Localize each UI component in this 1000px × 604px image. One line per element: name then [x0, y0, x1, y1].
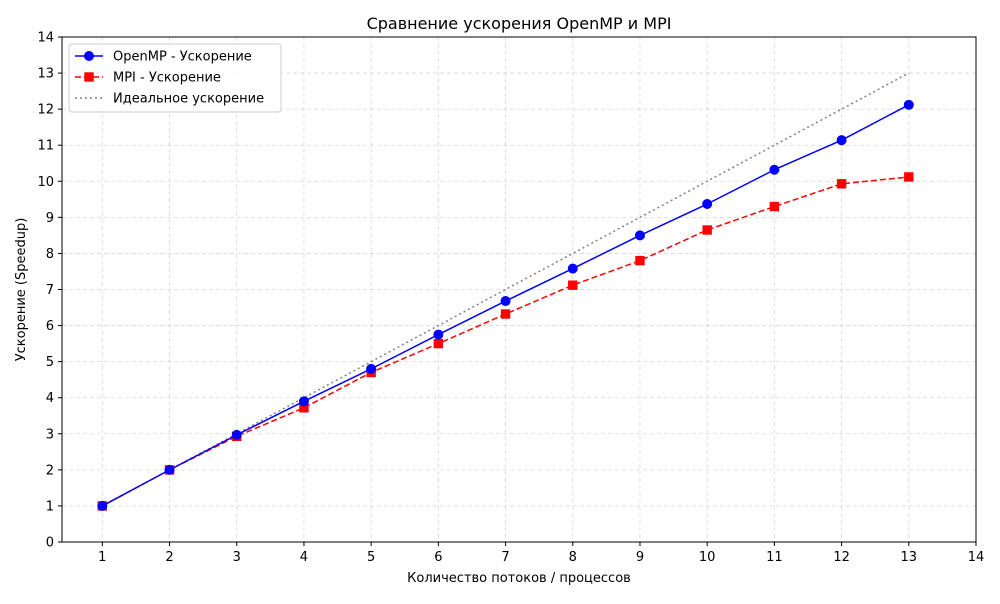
legend-marker-1 — [84, 51, 94, 61]
legend-item-1: OpenMP - Ускорение — [75, 50, 252, 65]
series-layer — [97, 72, 914, 511]
y-tick-label: 0 — [46, 536, 54, 551]
y-tick-label: 12 — [37, 103, 54, 118]
x-tick-label: 13 — [901, 550, 918, 565]
y-tick-label: 1 — [46, 499, 54, 514]
series-1-point — [500, 296, 511, 307]
x-tick-label: 8 — [569, 550, 577, 565]
x-tick-label: 10 — [699, 550, 716, 565]
series-1-point — [836, 135, 847, 146]
x-tick-label: 5 — [367, 550, 375, 565]
series-1-point — [769, 164, 780, 175]
x-tick-label: 9 — [636, 550, 644, 565]
y-tick-label: 14 — [37, 31, 54, 46]
y-tick-label: 9 — [46, 211, 54, 226]
series-2-point — [702, 225, 712, 235]
series-2-point — [635, 255, 645, 266]
x-tick-label: 11 — [766, 550, 783, 565]
legend-label-3: Идеальное ускорение — [113, 92, 264, 107]
chart-title: Сравнение ускорения OpenMP и MPI — [367, 14, 672, 33]
x-tick-label: 1 — [98, 550, 106, 565]
x-axis-label: Количество потоков / процессов — [407, 571, 631, 586]
series-2-point — [769, 201, 780, 212]
series-1-point — [164, 464, 175, 475]
x-tick-label: 3 — [233, 550, 241, 565]
series-1-point — [231, 429, 242, 440]
y-tick-label: 6 — [46, 319, 54, 334]
legend-item-2: MPI - Ускорение — [75, 71, 221, 86]
legend-label-1: OpenMP - Ускорение — [113, 50, 252, 65]
series-2-point — [904, 172, 914, 182]
series-1-point — [567, 263, 578, 274]
series-1-point — [903, 99, 914, 110]
series-1-point — [433, 329, 444, 340]
x-tick-label: 12 — [833, 550, 850, 565]
y-tick-label: 13 — [37, 67, 54, 82]
y-axis-label: Ускорение (Speedup) — [14, 218, 29, 362]
series-1-point — [702, 199, 713, 210]
y-tick-label: 3 — [46, 427, 54, 442]
series-1-point — [298, 396, 309, 407]
x-tick-label: 7 — [501, 550, 509, 565]
x-tick-label: 6 — [434, 550, 442, 565]
y-tick-label: 8 — [46, 247, 54, 262]
series-1-point — [366, 363, 377, 374]
series-2-point — [568, 280, 578, 290]
x-tick-label: 4 — [300, 550, 308, 565]
series-1-point — [634, 230, 645, 241]
series-2-point — [836, 179, 847, 189]
series-1 — [97, 99, 914, 511]
series-1-point — [97, 500, 108, 511]
y-tick-label: 11 — [37, 139, 54, 154]
y-tick-label: 7 — [46, 283, 54, 298]
legend: OpenMP - Ускорение MPI - Ускорение Идеальн… — [68, 43, 282, 113]
legend-item-3: Идеальное ускорение — [75, 92, 264, 107]
legend-marker-2 — [84, 72, 94, 82]
x-tick-label: 14 — [968, 550, 985, 565]
series-2-point — [500, 309, 511, 319]
legend-label-2: MPI - Ускорение — [113, 71, 221, 86]
series-2-point — [433, 338, 444, 349]
y-tick-label: 5 — [46, 355, 54, 370]
y-tick-label: 10 — [37, 175, 54, 190]
x-tick-label: 2 — [165, 550, 173, 565]
legend-box — [68, 43, 282, 113]
y-tick-label: 2 — [46, 463, 54, 478]
y-tick-label: 4 — [46, 391, 54, 406]
